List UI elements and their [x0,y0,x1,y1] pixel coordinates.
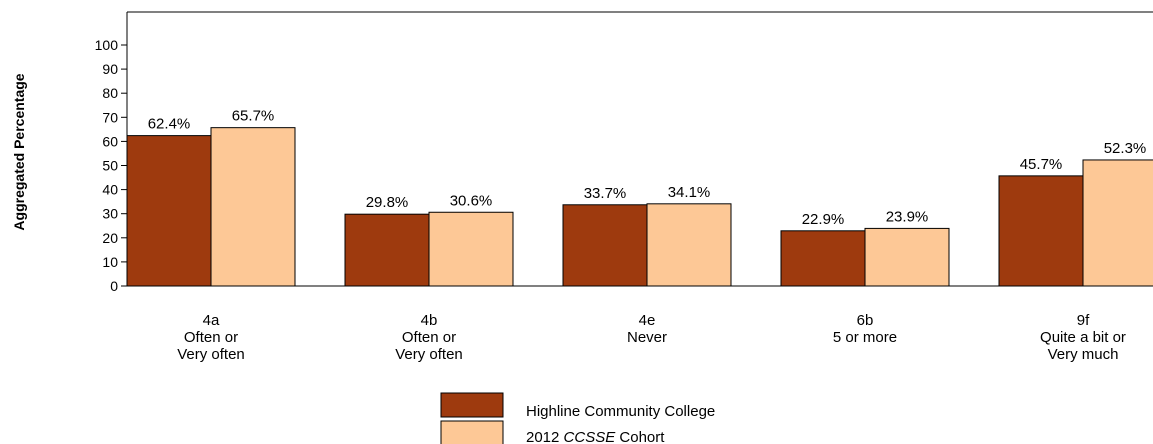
category-label: 4e Never [627,312,667,346]
y-tick-label: 80 [102,85,118,101]
bar-highline-1 [344,213,430,287]
legend-label-cohort: 2012 CCSSE Cohort [526,429,665,444]
y-tick-label: 30 [102,206,118,222]
bar-cohort-0 [210,127,296,287]
legend-swatch-cohort [440,420,504,444]
bar-highline-3 [780,230,866,287]
legend-label-cohort-part-1: 2012 [526,429,564,444]
category-label-line: 9f [1077,312,1090,329]
y-tick-label: 50 [102,158,118,174]
y-tick-label: 90 [102,61,118,77]
bar-highline-4 [998,175,1084,287]
y-tick-label: 0 [110,278,118,294]
bar-cohort-2 [646,203,732,287]
category-label: 4a Often or Very often [177,312,245,363]
category-label-line: Very often [395,346,463,363]
bars: 62.4% 29.8% 33.7% 22.9% 45.7% 65.7% 30.6% 34.1%… [126,108,1153,287]
data-label: 22.9% [802,211,845,228]
category-label-line: 4e [639,312,656,329]
data-label: 62.4% [148,116,191,133]
category-label-line: Very much [1048,346,1119,363]
category-label: 9f Quite a bit or Very much [1040,312,1126,363]
y-tick-label: 100 [95,37,119,53]
category-label: 4b Often or Very often [395,312,463,363]
legend-label-cohort-part-3: Cohort [615,429,665,444]
category-label-line: 6b [857,312,874,329]
data-label: 30.6% [450,192,493,209]
legend-label-highline: Highline Community College [526,403,715,420]
bar-cohort-1 [428,211,514,287]
data-label: 52.3% [1104,140,1147,157]
y-tick-label: 70 [102,109,118,125]
y-axis-ticks: 0 10 20 30 40 50 60 70 80 90 100 [95,37,127,294]
category-label-line: Never [627,329,667,346]
legend: Highline Community College 2012 CCSSE Co… [440,392,715,444]
data-label: 65.7% [232,108,275,125]
data-label: 45.7% [1020,156,1063,173]
category-label-line: Often or [184,329,238,346]
data-label: 34.1% [668,184,711,201]
bar-cohort-3 [864,227,950,287]
y-tick-label: 40 [102,182,118,198]
y-tick-label: 60 [102,133,118,149]
bar-highline-2 [562,204,648,287]
category-label-line: 4b [421,312,438,329]
category-label-line: Very often [177,346,245,363]
bar-cohort-4 [1082,159,1153,287]
data-label: 29.8% [366,194,409,211]
y-tick-label: 20 [102,230,118,246]
y-axis-label: Aggregated Percentage [11,73,27,230]
category-label-line: 4a [203,312,220,329]
bar-highline-0 [126,135,212,287]
data-label: 23.9% [886,208,929,225]
category-label-line: Quite a bit or [1040,329,1126,346]
category-label-line: 5 or more [833,329,897,346]
y-tick-label: 10 [102,254,118,270]
legend-swatch-highline [440,392,504,418]
category-label: 6b 5 or more [833,312,897,346]
legend-label-cohort-part-2: CCSSE [564,429,617,444]
data-label: 33.7% [584,185,627,202]
category-label-line: Often or [402,329,456,346]
